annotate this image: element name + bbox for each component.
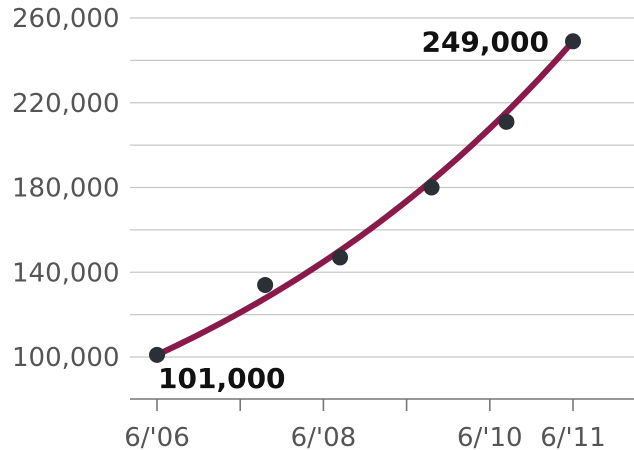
trend-line xyxy=(154,38,576,358)
y-tick-label: 180,000 xyxy=(12,174,120,204)
x-axis xyxy=(130,398,634,411)
data-point xyxy=(332,249,349,266)
y-tick-label: 260,000 xyxy=(12,4,120,34)
y-tick-label: 220,000 xyxy=(12,89,120,119)
x-tick-label: 6/'11 xyxy=(540,423,606,450)
x-tick-label: 6/'06 xyxy=(124,423,190,450)
data-label-end: 249,000 xyxy=(421,25,549,58)
y-tick-label: 100,000 xyxy=(12,343,120,373)
data-point xyxy=(257,276,274,293)
data-point xyxy=(149,346,165,363)
x-tick-label: 6/'10 xyxy=(457,423,523,450)
data-label-start: 101,000 xyxy=(158,362,286,395)
x-axis-labels: 6/'06 6/'08 6/'10 6/'11 xyxy=(124,423,606,450)
grid xyxy=(130,17,634,358)
data-labels: 101,000 249,000 xyxy=(158,25,549,395)
x-tick-label: 6/'08 xyxy=(291,423,357,450)
data-points xyxy=(149,33,581,363)
data-point xyxy=(498,113,515,130)
y-axis: 100,000 140,000 180,000 220,000 260,000 xyxy=(12,4,120,373)
data-point xyxy=(565,33,581,50)
data-point xyxy=(423,179,440,196)
y-tick-label: 140,000 xyxy=(12,258,120,288)
